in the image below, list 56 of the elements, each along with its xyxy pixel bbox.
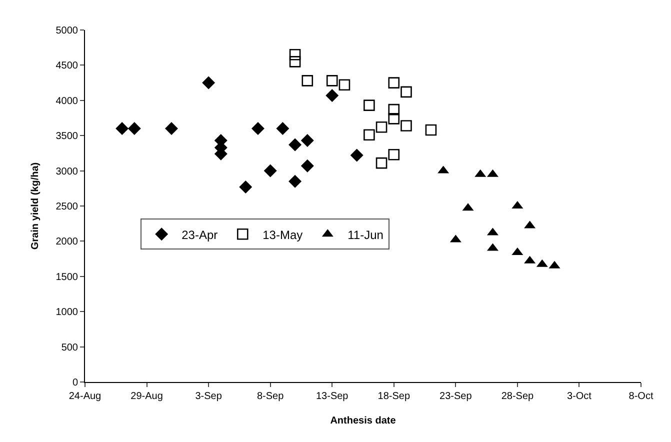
y-tick-label: 2000 — [56, 236, 78, 248]
point — [388, 104, 400, 116]
point — [388, 148, 400, 160]
x-tick-label: 28-Sep — [501, 391, 534, 402]
x-axis-title: Anthesis date — [330, 416, 396, 426]
point — [338, 79, 350, 91]
point — [239, 180, 252, 194]
y-tick-label: 5000 — [56, 26, 78, 36]
x-tick-label: 8-Sep — [256, 391, 284, 402]
y-tick-label: 4500 — [56, 60, 78, 72]
point — [289, 56, 301, 68]
y-tick-label: 3500 — [56, 131, 78, 142]
x-tick-label: 23-Sep — [440, 391, 472, 402]
y-tick-label: 4000 — [56, 96, 78, 107]
point — [364, 100, 375, 111]
x-tick-label: 24-Aug — [68, 391, 102, 402]
point — [300, 134, 314, 148]
y-tick-label: 1000 — [56, 307, 78, 318]
point — [251, 122, 264, 136]
point — [364, 129, 375, 141]
y-axis-title: Grain yield (kg/ha) — [30, 162, 41, 250]
x-tick-label: 29-Aug — [130, 391, 163, 402]
y-tick-label: 1500 — [56, 272, 78, 283]
point — [128, 122, 141, 136]
point — [202, 76, 216, 90]
point — [326, 88, 339, 102]
point — [276, 122, 290, 136]
point — [376, 122, 388, 133]
y-tick-label: 500 — [61, 342, 78, 354]
point — [164, 122, 178, 136]
point — [400, 120, 412, 132]
y-tick-label: 2500 — [56, 202, 78, 212]
point — [288, 138, 302, 152]
point — [425, 124, 437, 136]
x-tick-label: 8-Oct — [628, 391, 654, 402]
point — [289, 48, 301, 60]
y-tick-label: 3000 — [56, 166, 78, 178]
point — [116, 122, 129, 136]
point — [288, 174, 302, 188]
x-tick-label: 18-Sep — [378, 391, 410, 402]
x-tick-label: 3-Oct — [566, 391, 592, 402]
point — [302, 75, 314, 86]
point — [264, 164, 277, 178]
x-tick-label: 13-Sep — [316, 391, 349, 402]
point — [326, 75, 338, 86]
point — [300, 159, 314, 172]
x-tick-label: 3-Sep — [195, 391, 222, 402]
point — [350, 148, 364, 162]
legend-label: 11-Jun — [348, 228, 384, 242]
y-tick-label: 0 — [72, 378, 78, 388]
legend-label: 23-Apr — [182, 228, 218, 242]
legend-label: 13-May — [262, 228, 303, 242]
point — [376, 157, 388, 169]
point — [388, 77, 400, 88]
point — [388, 113, 400, 124]
point — [400, 86, 412, 98]
